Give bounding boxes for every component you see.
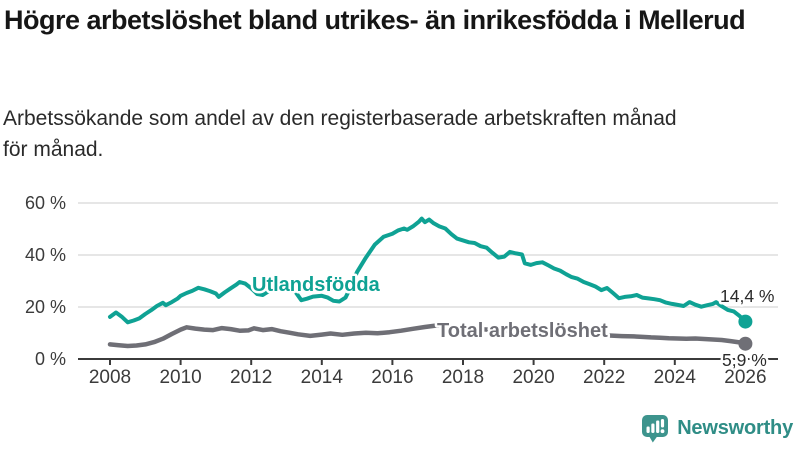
series-inline-label-0: Utlandsfödda: [252, 274, 381, 296]
logo-exclamation-dot: [660, 429, 665, 434]
x-tick-label: 2020: [512, 367, 554, 388]
x-tick-label: 2018: [442, 367, 484, 388]
page-subtitle: Arbetssökande som andel av den registerb…: [3, 107, 677, 161]
series-end-dot-1: [738, 336, 753, 351]
newsworthy-logo[interactable]: Newsworthy: [640, 413, 793, 443]
series-end-dot-0: [738, 314, 753, 329]
x-tick-label: 2026: [724, 367, 766, 388]
series-line-1: [107, 323, 748, 349]
unemployment-line-chart: 2008 2010 2012 2014 2016 2018 2020 2022 2024 2026…: [25, 193, 778, 388]
series-line-0: [108, 216, 748, 325]
y-tick-label: 20 %: [25, 297, 66, 317]
x-tick-label: 2012: [230, 367, 272, 388]
logo-bubble-tail: [649, 436, 658, 443]
x-tick-label: 2008: [89, 367, 131, 388]
series-inline-label-1: Total arbetslöshet: [437, 320, 608, 342]
x-tick-label: 2010: [159, 367, 201, 388]
y-tick-label: 0 %: [35, 349, 66, 369]
newsworthy-logo-icon: [642, 415, 669, 443]
y-tick-label: 60 %: [25, 193, 66, 213]
logo-exclamation-bar: [661, 419, 665, 428]
series-end-label-0: 14,4 %: [720, 286, 774, 306]
newsworthy-logo-text: Newsworthy: [677, 416, 793, 439]
series-end-label-1: 5,9 %: [722, 350, 767, 370]
logo-bar-small: [646, 426, 650, 433]
y-tick-label: 40 %: [25, 245, 66, 265]
x-tick-label: 2016: [371, 367, 413, 388]
page-title: Högre arbetslöshet bland utrikes- än inr…: [4, 5, 746, 35]
x-tick-label: 2022: [583, 367, 625, 388]
logo-bar-tall: [656, 420, 660, 433]
logo-bar-medium: [651, 423, 655, 433]
x-tick-label: 2024: [654, 367, 697, 388]
x-tick-label: 2014: [301, 367, 344, 388]
